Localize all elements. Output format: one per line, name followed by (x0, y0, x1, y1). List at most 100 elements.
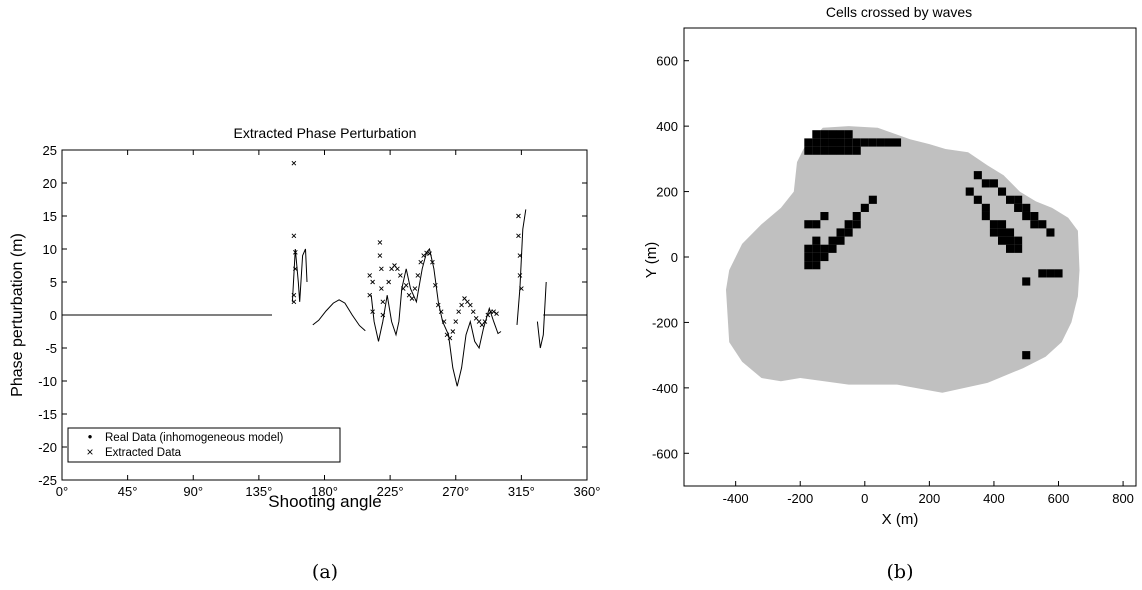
dense-cell (836, 146, 845, 155)
real-data-line-segment (536, 281, 547, 349)
dense-cell (820, 212, 829, 221)
legend-marker-dot-icon: • (88, 429, 93, 444)
x-tick-label: -400 (723, 491, 749, 506)
extracted-data-point (494, 311, 499, 316)
extracted-data-point (433, 282, 438, 288)
dense-cell (804, 261, 813, 270)
panel-b-y-label: Y (m) (643, 242, 660, 278)
y-tick-label: 25 (43, 143, 57, 158)
dense-cells-group (804, 130, 1063, 360)
extracted-data-point (516, 213, 521, 219)
real-data-line-segment (370, 247, 502, 387)
y-tick-label: -200 (652, 315, 678, 330)
x-tick-label: 800 (1112, 491, 1134, 506)
panel-a-legend: • Real Data (inhomogeneous model) × Extr… (67, 427, 341, 463)
panel-b-x-label: X (m) (882, 511, 919, 528)
dense-cell (860, 138, 869, 147)
dense-cell (812, 252, 821, 262)
dense-cell (844, 220, 853, 229)
dense-cell (1030, 212, 1039, 221)
dense-cell (1006, 244, 1015, 253)
y-tick-label: 15 (43, 209, 57, 224)
extracted-data-point (517, 273, 523, 278)
dense-cell (820, 138, 829, 147)
panel-b-heatmap: Cells crossed by waves 6004002000-200-40… (643, 4, 1137, 583)
dense-cell (1054, 269, 1063, 278)
legend-box (67, 427, 341, 463)
dense-cell (885, 138, 894, 147)
extracted-data-series (291, 160, 524, 341)
extracted-data-point (379, 286, 384, 291)
dense-cell (1014, 236, 1023, 245)
extracted-data-point (430, 259, 435, 265)
extracted-data-point (367, 273, 373, 278)
extracted-data-point (441, 319, 447, 324)
dense-cell (1030, 220, 1039, 229)
dense-cell (812, 220, 821, 229)
panel-b-y-axis: 600 400 200 0 -200 -400 -600 (652, 54, 689, 461)
y-tick-label: 0 (50, 308, 57, 323)
extracted-data-point (491, 309, 496, 315)
dense-cell (820, 130, 829, 139)
dense-cell (844, 228, 853, 237)
extracted-data-point (291, 233, 297, 239)
extracted-data-point (450, 329, 456, 334)
dense-cell (804, 138, 813, 147)
y-tick-label: 5 (50, 275, 57, 290)
panel-a-caption: (a) (312, 561, 338, 583)
dense-cell (844, 138, 853, 147)
dense-cell (836, 130, 845, 139)
dense-cell (998, 228, 1007, 237)
extracted-data-point (482, 319, 488, 324)
dense-cell (852, 220, 861, 229)
dense-cell (804, 220, 813, 229)
dense-cell (804, 244, 813, 253)
panel-a-x-axis: 0° 45° 90° 135° 180° 225° 270° 315° 360° (56, 150, 601, 499)
extracted-data-point (468, 302, 473, 308)
crossed-cells-region (726, 126, 1080, 393)
dense-cell (1046, 269, 1055, 278)
x-tick-label: 360° (574, 484, 601, 499)
panel-b-x-axis: -400 -200 0 200 400 600 800 (723, 481, 1134, 506)
extracted-data-point (291, 160, 297, 166)
extracted-data-point (377, 240, 383, 245)
panel-b-title: Cells crossed by waves (826, 4, 972, 20)
dense-cell (981, 179, 990, 188)
dense-cell (1022, 277, 1031, 286)
dense-cell (1038, 269, 1047, 278)
x-tick-label: 600 (1048, 491, 1070, 506)
crossed-cells-area (726, 126, 1080, 393)
dense-cell (998, 187, 1007, 196)
dense-cell (852, 146, 861, 155)
dense-cell (1006, 195, 1015, 204)
dense-cell (1022, 212, 1031, 221)
panel-a-line-chart: Extracted Phase Perturbation 25 20 15 10 5 0 -… (9, 125, 600, 583)
extracted-data-point (395, 266, 400, 272)
extracted-data-point (415, 273, 421, 278)
x-tick-label: 0° (56, 484, 68, 499)
dense-cell (804, 146, 813, 155)
y-tick-label: -600 (652, 446, 678, 461)
y-tick-label: -20 (38, 440, 57, 455)
extracted-data-point (418, 259, 424, 265)
dense-cell (820, 244, 829, 253)
real-data-line-segment (291, 248, 308, 302)
extracted-data-point (412, 286, 418, 291)
dense-cell (876, 138, 885, 147)
extracted-data-point (293, 266, 298, 272)
dense-cell (1014, 244, 1023, 253)
dense-cell (1038, 220, 1047, 229)
dense-cell (1006, 228, 1015, 237)
real-data-line-segment (312, 299, 366, 332)
dense-cell (812, 138, 821, 147)
dense-cell (989, 179, 998, 188)
dense-cell (998, 220, 1007, 229)
panel-b-caption: (b) (887, 561, 914, 583)
extracted-data-point (377, 253, 383, 258)
extracted-data-point (519, 286, 524, 291)
panel-a-title: Extracted Phase Perturbation (234, 125, 417, 141)
y-tick-label: 400 (656, 119, 678, 134)
x-tick-label: 270° (442, 484, 469, 499)
dense-cell (868, 195, 877, 204)
